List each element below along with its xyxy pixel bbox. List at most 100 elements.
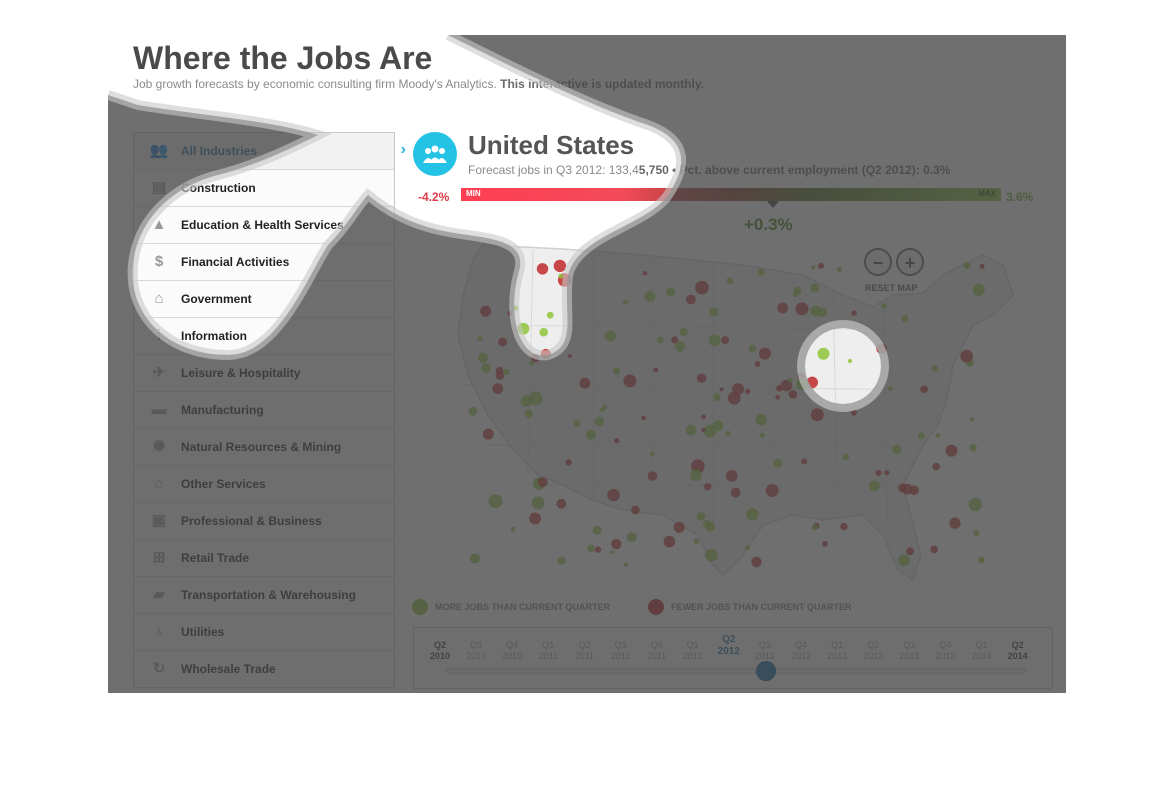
timeline-tick[interactable]: Q3 2010 bbox=[456, 640, 496, 662]
metro-dot[interactable] bbox=[721, 336, 730, 345]
sidebar-item-all-industries[interactable]: 👥 All Industries › bbox=[134, 133, 406, 170]
metro-dot[interactable] bbox=[932, 462, 940, 471]
metro-dot[interactable] bbox=[757, 268, 765, 276]
sidebar-item-utilities[interactable]: ♁ Utilities bbox=[134, 614, 394, 651]
metro-dot[interactable] bbox=[686, 294, 696, 305]
metro-dot[interactable] bbox=[795, 302, 809, 316]
metro-dot[interactable] bbox=[604, 330, 616, 342]
metro-dot[interactable] bbox=[482, 428, 494, 440]
timeline-tick[interactable]: Q2 2010 bbox=[420, 640, 460, 662]
timeline-tick[interactable]: Q2 2013 bbox=[853, 640, 893, 662]
timeline-tick[interactable]: Q2 2014 bbox=[998, 640, 1038, 662]
metro-dot[interactable] bbox=[579, 377, 591, 389]
sidebar-item-construction[interactable]: ▤ Construction bbox=[134, 170, 394, 207]
sidebar-item-retail-trade[interactable]: ⊞ Retail Trade bbox=[134, 540, 394, 577]
metro-dot[interactable] bbox=[876, 343, 887, 354]
timeline-tick[interactable]: Q4 2010 bbox=[492, 640, 532, 662]
metro-dot[interactable] bbox=[811, 524, 818, 531]
metro-dot[interactable] bbox=[673, 521, 685, 533]
metro-dot[interactable] bbox=[745, 388, 751, 395]
metro-dot[interactable] bbox=[817, 347, 830, 360]
metro-dot[interactable] bbox=[868, 480, 880, 492]
metro-dot[interactable] bbox=[818, 262, 824, 269]
metro-dot[interactable] bbox=[477, 336, 483, 342]
metro-dot[interactable] bbox=[696, 373, 707, 383]
metro-dot[interactable] bbox=[765, 484, 779, 497]
metro-dot[interactable] bbox=[745, 545, 750, 551]
metro-dot[interactable] bbox=[631, 505, 640, 515]
metro-dot[interactable] bbox=[567, 354, 572, 359]
metro-dot[interactable] bbox=[968, 497, 982, 512]
metro-dot[interactable] bbox=[641, 415, 646, 421]
metro-dot[interactable] bbox=[751, 556, 762, 568]
metro-dot[interactable] bbox=[594, 416, 604, 427]
metro-dot[interactable] bbox=[969, 444, 977, 452]
timeline-tick[interactable]: Q4 2012 bbox=[781, 640, 821, 662]
metro-dot[interactable] bbox=[891, 444, 902, 454]
metro-dot[interactable] bbox=[759, 432, 765, 438]
metro-dot[interactable] bbox=[977, 556, 985, 564]
sidebar-item-government[interactable]: ⌂ Government bbox=[134, 281, 394, 318]
metro-dot[interactable] bbox=[709, 307, 718, 317]
metro-dot[interactable] bbox=[979, 264, 985, 269]
metro-dot[interactable] bbox=[469, 553, 480, 564]
metro-dot[interactable] bbox=[587, 544, 595, 553]
metro-dot[interactable] bbox=[788, 390, 798, 399]
metro-dot[interactable] bbox=[842, 453, 850, 461]
metro-dot[interactable] bbox=[725, 430, 731, 436]
metro-dot[interactable] bbox=[850, 409, 857, 416]
metro-dot[interactable] bbox=[712, 420, 724, 432]
metro-dot[interactable] bbox=[755, 413, 767, 426]
timeline-tick[interactable]: Q4 2013 bbox=[925, 640, 965, 662]
metro-dot[interactable] bbox=[644, 291, 656, 302]
metro-dot[interactable] bbox=[930, 545, 939, 554]
metro-dot[interactable] bbox=[920, 385, 928, 394]
metro-dot[interactable] bbox=[906, 547, 914, 556]
timeline-tick[interactable]: Q3 2011 bbox=[601, 640, 641, 662]
metro-dot[interactable] bbox=[607, 488, 620, 502]
metro-dot[interactable] bbox=[759, 347, 771, 360]
metro-dot[interactable] bbox=[705, 548, 718, 562]
metro-dot[interactable] bbox=[701, 414, 706, 420]
metro-dot[interactable] bbox=[701, 427, 706, 432]
metro-dot[interactable] bbox=[960, 349, 973, 363]
metro-dot[interactable] bbox=[847, 358, 852, 364]
reset-map-button[interactable]: RESET MAP bbox=[865, 283, 918, 293]
metro-dot[interactable] bbox=[884, 470, 890, 476]
metro-dot[interactable] bbox=[599, 407, 605, 413]
metro-dot[interactable] bbox=[901, 314, 909, 323]
metro-dot[interactable] bbox=[613, 367, 621, 375]
metro-dot[interactable] bbox=[972, 283, 985, 296]
timeline-tick[interactable]: Q1 2014 bbox=[962, 640, 1002, 662]
metro-dot[interactable] bbox=[777, 302, 789, 314]
metro-dot[interactable] bbox=[663, 535, 676, 548]
metro-dot[interactable] bbox=[810, 408, 824, 422]
metro-dot[interactable] bbox=[573, 419, 581, 427]
metro-dot[interactable] bbox=[931, 365, 939, 372]
metro-dot[interactable] bbox=[540, 348, 552, 360]
metro-dot[interactable] bbox=[945, 444, 958, 457]
metro-dot[interactable] bbox=[836, 266, 842, 272]
metro-dot[interactable] bbox=[642, 271, 648, 276]
metro-dot[interactable] bbox=[917, 432, 925, 440]
metro-dot[interactable] bbox=[679, 328, 688, 336]
metro-dot[interactable] bbox=[556, 498, 567, 509]
metro-dot[interactable] bbox=[565, 459, 572, 466]
metro-dot[interactable] bbox=[810, 305, 821, 317]
metro-dot[interactable] bbox=[512, 305, 519, 311]
sidebar-item-professional-business[interactable]: ▣ Professional & Business bbox=[134, 503, 394, 540]
timeline-track[interactable] bbox=[446, 668, 1026, 674]
metro-dot[interactable] bbox=[796, 377, 809, 391]
metro-dot[interactable] bbox=[822, 540, 828, 547]
timeline-tick[interactable]: Q1 2012 bbox=[673, 640, 713, 662]
us-map[interactable] bbox=[443, 235, 1033, 595]
metro-dot[interactable] bbox=[624, 562, 629, 567]
metro-dot[interactable] bbox=[524, 409, 533, 418]
sidebar-item-transportation-warehousing[interactable]: ▰ Transportation & Warehousing bbox=[134, 577, 394, 614]
metro-dot[interactable] bbox=[531, 496, 545, 510]
metro-dot[interactable] bbox=[685, 424, 697, 436]
metro-dot[interactable] bbox=[840, 522, 848, 531]
timeline-tick[interactable]: Q3 2013 bbox=[889, 640, 929, 662]
metro-dot[interactable] bbox=[775, 394, 780, 400]
metro-dot[interactable] bbox=[732, 383, 745, 396]
